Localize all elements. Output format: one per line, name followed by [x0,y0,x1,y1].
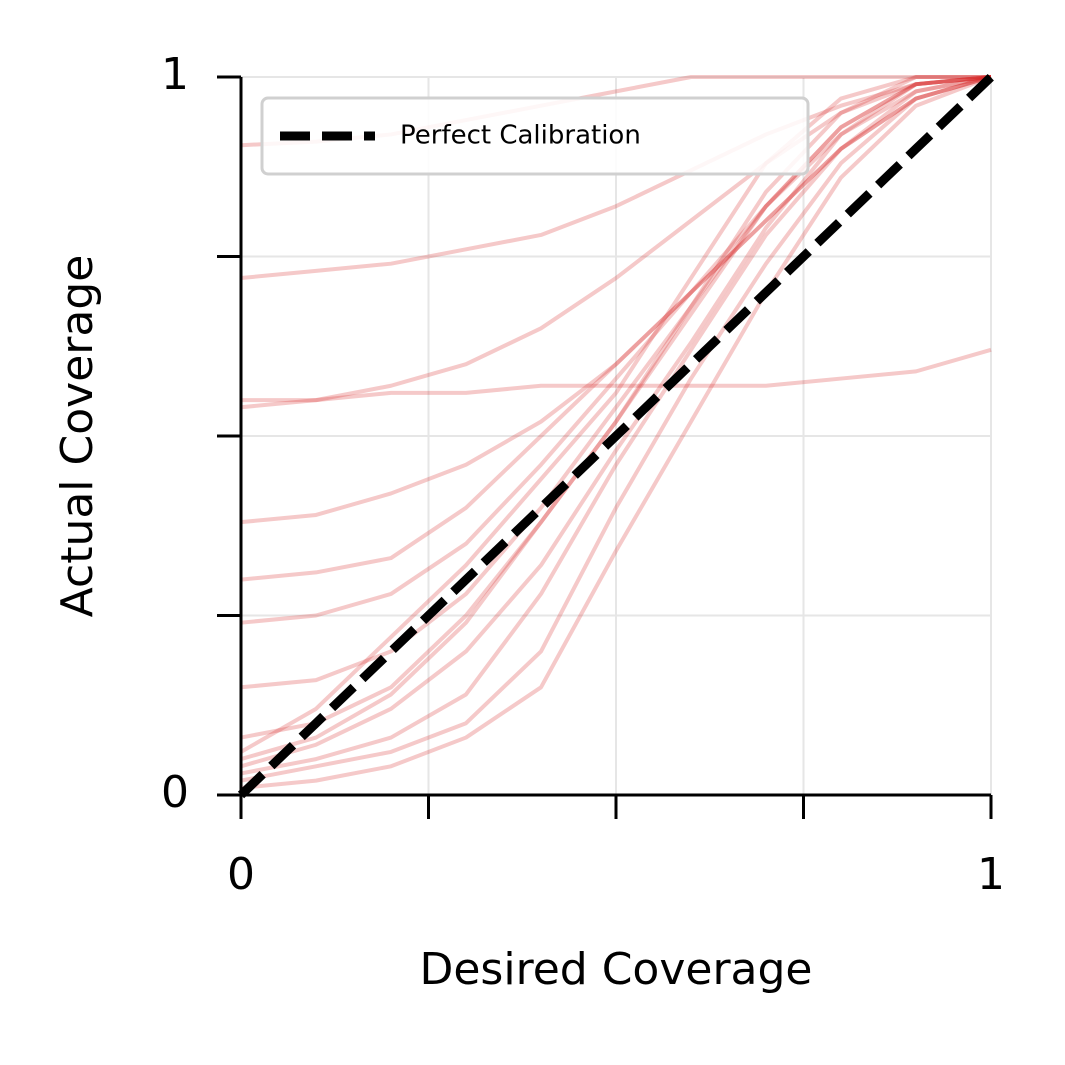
calibration-curve [240,75,992,525]
legend-box [260,96,810,176]
calibration-curve [240,75,991,762]
y-tick-label: 0 [161,767,189,818]
calibration-curve [240,75,992,769]
calibration-curve [240,75,991,754]
y-axis-label: Actual Coverage [52,255,103,618]
legend: Perfect Calibration [260,96,810,176]
x-tick-label: 0 [227,849,255,900]
calibration-curve [241,347,992,403]
y-tick-label: 1 [161,49,189,100]
calibration-curve [240,75,992,740]
x-axis-label: Desired Coverage [419,944,812,995]
calibration-curve [240,75,992,281]
calibration-curve [240,75,992,410]
calibration-curve [240,75,992,625]
legend-label: Perfect Calibration [400,121,641,151]
calibration-curve [240,75,992,783]
calibration-curve [240,75,992,582]
calibration-curve [240,75,992,690]
x-tick-label: 1 [977,849,1005,900]
calibration-curve [240,75,992,790]
calibration-curve [240,75,992,776]
reference-line [237,73,995,799]
